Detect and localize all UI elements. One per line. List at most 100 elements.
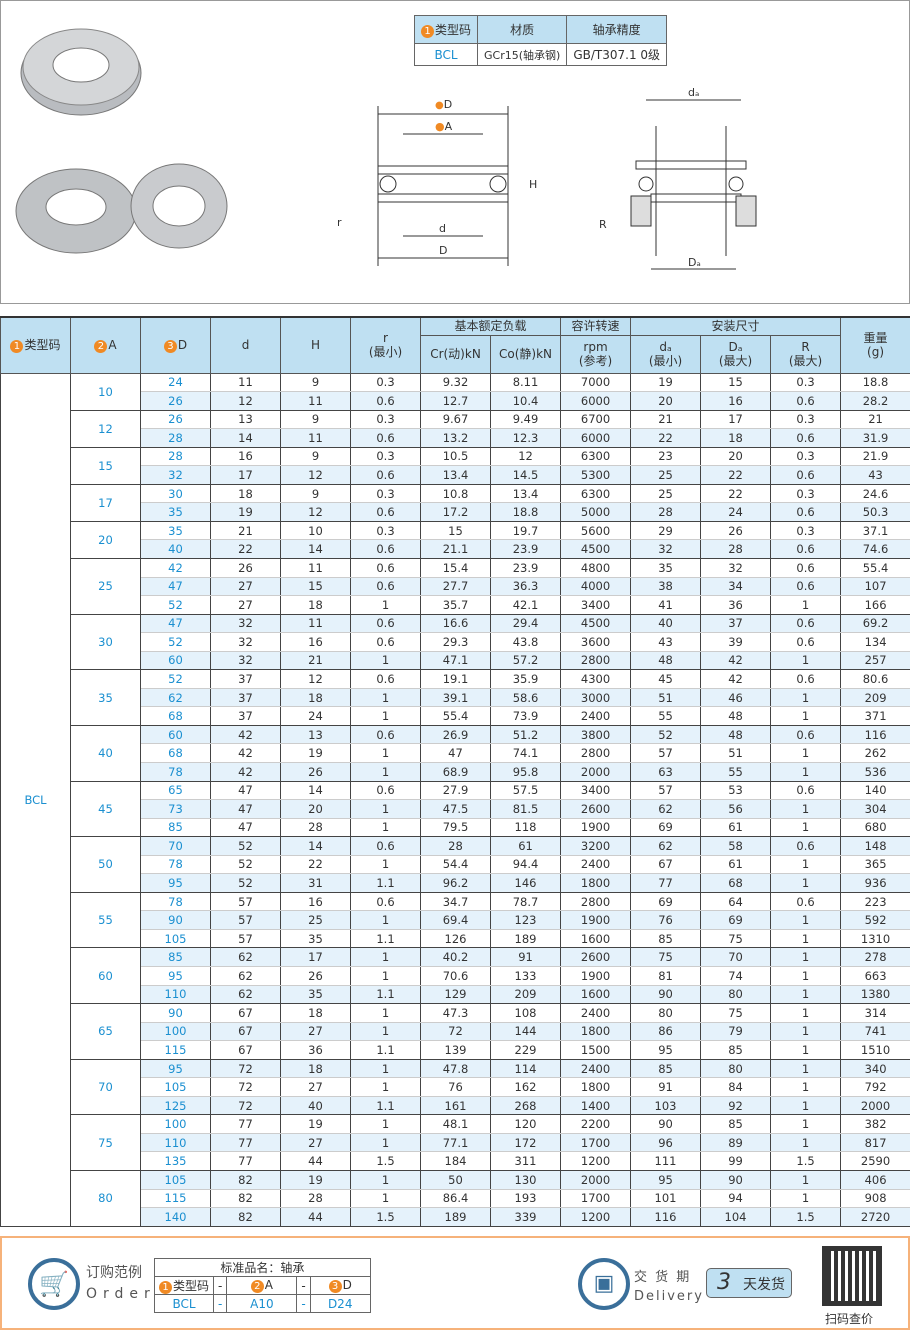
cell: 42 xyxy=(140,558,211,578)
cell: 107 xyxy=(840,577,910,597)
cell: 1 xyxy=(350,706,421,726)
table-row: 105 72 27 1 76 162 1800 91 84 1 792 xyxy=(1,1077,910,1097)
cell: 110 xyxy=(140,985,211,1005)
dash: - xyxy=(213,1294,228,1313)
cell: 96 xyxy=(630,1133,702,1153)
A-cell: 35 xyxy=(70,669,141,726)
cell: 116 xyxy=(630,1207,702,1227)
cell: 35 xyxy=(140,502,211,522)
cell: 0.6 xyxy=(770,577,842,597)
cell: 1.5 xyxy=(770,1207,842,1227)
cell: 48 xyxy=(700,706,772,726)
cell: 140 xyxy=(140,1207,211,1227)
cell: 90 xyxy=(140,910,211,930)
dash: - xyxy=(296,1276,311,1295)
cell: 1500 xyxy=(560,1040,632,1060)
table-row: 20 35 21 10 0.3 15 19.7 5600 29 26 0.3 37.1 xyxy=(1,521,910,559)
cell: 22 xyxy=(700,484,772,504)
cell: 32 xyxy=(140,465,211,485)
cell: 85 xyxy=(630,1059,702,1079)
cell: 1900 xyxy=(560,910,632,930)
cell: 9.32 xyxy=(420,373,491,393)
cell: 68 xyxy=(700,873,772,893)
cell: 90 xyxy=(140,1003,211,1023)
cell: 10.8 xyxy=(420,484,491,504)
standard-name: 标准品名：轴承 xyxy=(154,1258,371,1277)
bearing-photos xyxy=(15,28,228,254)
cell: 2000 xyxy=(560,762,632,782)
cell: 166 xyxy=(840,595,910,615)
cell: 62 xyxy=(210,947,281,967)
cell: 79 xyxy=(700,1022,772,1042)
cell: 1 xyxy=(350,1114,421,1134)
cell: 21 xyxy=(840,410,910,430)
cell: 99 xyxy=(700,1151,772,1172)
cell: 1 xyxy=(350,1133,421,1153)
cell: 14.5 xyxy=(489,465,562,485)
cell: 85 xyxy=(630,929,702,949)
table-row: 100 67 27 1 72 144 1800 86 79 1 741 xyxy=(1,1022,910,1042)
cell: 1800 xyxy=(560,873,632,893)
cell: 3800 xyxy=(560,725,632,745)
A-cell: 25 xyxy=(70,558,141,615)
cell: 680 xyxy=(840,818,910,838)
cell: 1310 xyxy=(840,929,910,949)
cell: 15 xyxy=(280,577,351,597)
cell: 314 xyxy=(840,1003,910,1023)
cell: 12 xyxy=(280,669,351,689)
table-row: 50 70 52 14 0.6 28 61 3200 62 58 0.6 148 xyxy=(1,836,910,893)
cell: 77 xyxy=(630,873,702,893)
cell: 55 xyxy=(700,762,772,782)
qr-label: 扫码查价 xyxy=(825,1312,874,1326)
cell: 64 xyxy=(700,892,772,912)
cell: 22 xyxy=(630,428,702,448)
cell: 55.4 xyxy=(420,706,491,726)
qr-code[interactable] xyxy=(822,1246,882,1306)
cell: 51 xyxy=(630,688,702,708)
cell: 43 xyxy=(840,465,910,485)
cell: 82 xyxy=(210,1170,281,1190)
cell: 40 xyxy=(630,614,702,634)
cell: 21.1 xyxy=(420,539,491,559)
cell: 111 xyxy=(630,1151,702,1172)
table-row: 28 14 11 0.6 13.2 12.3 6000 22 18 0.6 31.9 xyxy=(1,428,910,448)
cell: 47 xyxy=(210,799,281,819)
cell: 1 xyxy=(770,966,842,986)
cell: 85 xyxy=(140,947,211,967)
table-row: 110 62 35 1.1 129 209 1600 90 80 1 1380 xyxy=(1,985,910,1005)
cell: 15.4 xyxy=(420,558,491,578)
cell: 1 xyxy=(350,966,421,986)
cell: 2400 xyxy=(560,1059,632,1079)
cell: 8.11 xyxy=(489,373,562,393)
cell: 114 xyxy=(489,1059,562,1079)
cell: 1800 xyxy=(560,1022,632,1042)
cell: 15 xyxy=(700,373,772,393)
cell: 13 xyxy=(280,725,351,745)
cell: 1 xyxy=(350,762,421,782)
cell: 12.7 xyxy=(420,391,491,411)
cell: 58 xyxy=(700,836,772,856)
cell: 5600 xyxy=(560,521,632,541)
table-row: 135 77 44 1.5 184 311 1200 111 99 1.5 2590 xyxy=(1,1151,910,1172)
cell: 40 xyxy=(140,539,211,559)
cell: 1 xyxy=(350,1059,421,1079)
col-speed: 容许转速 xyxy=(560,316,632,336)
cell: 18 xyxy=(280,1059,351,1079)
cell: 108 xyxy=(489,1003,562,1023)
cell: 42 xyxy=(210,725,281,745)
cell: 1.1 xyxy=(350,873,421,893)
cell: 268 xyxy=(489,1096,562,1116)
cell: 13 xyxy=(210,410,281,430)
cell: 26.9 xyxy=(420,725,491,745)
cell: 592 xyxy=(840,910,910,930)
cell: 92 xyxy=(700,1096,772,1116)
cell: 18.8 xyxy=(840,373,910,393)
table-row: 140 82 44 1.5 189 339 1200 116 104 1.5 2720 xyxy=(1,1207,910,1227)
cell: 0.3 xyxy=(770,373,842,393)
cell: 67 xyxy=(210,1040,281,1060)
cell: 19.1 xyxy=(420,669,491,689)
cell: 73 xyxy=(140,799,211,819)
cell: 223 xyxy=(840,892,910,912)
A-cell: 80 xyxy=(70,1170,141,1227)
